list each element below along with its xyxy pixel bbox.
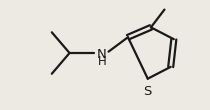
Text: S: S — [144, 85, 152, 98]
Text: N: N — [97, 48, 107, 60]
Text: H: H — [97, 55, 106, 68]
